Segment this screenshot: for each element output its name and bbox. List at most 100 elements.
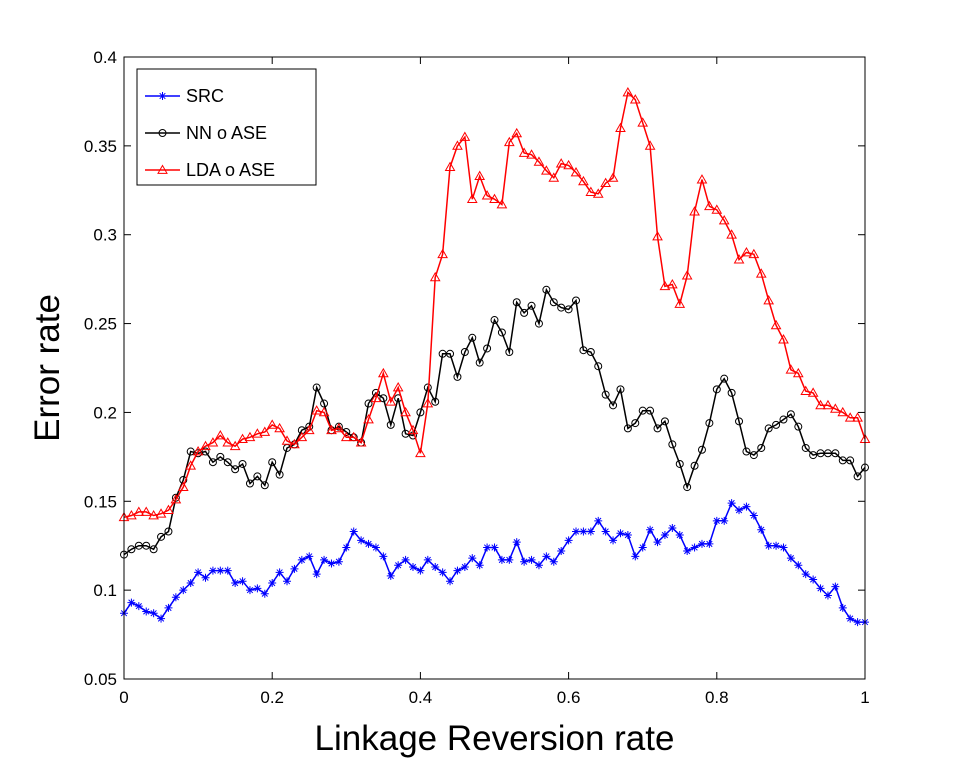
data-point-nn-o-ase: [683, 483, 692, 492]
y-tick-label: 0.2: [93, 403, 117, 422]
data-point-nn-o-ase: [527, 301, 536, 310]
y-tick-label: 0.05: [84, 670, 117, 689]
data-point-lda-o-ase: [785, 364, 797, 374]
data-point-lda-o-ase: [718, 214, 730, 225]
data-point-src: [371, 543, 380, 552]
data-point-src: [794, 561, 803, 570]
data-point-nn-o-ase: [616, 385, 625, 394]
data-point-src: [297, 555, 306, 564]
data-point-src: [423, 555, 432, 564]
data-point-src: [601, 527, 610, 536]
data-point-src: [490, 543, 499, 552]
y-axis-label: Error rate: [28, 294, 67, 442]
data-point-lda-o-ase: [207, 437, 219, 447]
data-point-nn-o-ase: [712, 385, 721, 394]
data-point-src: [194, 568, 203, 577]
data-point-src: [831, 582, 840, 591]
data-point-src: [446, 577, 455, 586]
data-point-src: [157, 614, 166, 623]
data-point-nn-o-ase: [386, 420, 395, 429]
data-point-nn-o-ase: [779, 415, 788, 424]
data-point-nn-o-ase: [794, 422, 803, 431]
data-point-nn-o-ase: [727, 388, 736, 397]
data-point-src: [186, 579, 195, 588]
data-point-lda-o-ase: [281, 435, 293, 445]
data-point-src: [305, 552, 314, 561]
data-point-src: [697, 539, 706, 548]
tick-layer: 0 0.2 0.4 0.6 0.8 1 0.05 0.1 0.15 0.2 0.25 0.3 0.35 0…: [84, 48, 870, 707]
data-point-src: [653, 538, 662, 547]
data-point-src: [690, 543, 699, 552]
data-point-nn-o-ase: [705, 419, 714, 428]
data-point-nn-o-ase: [416, 408, 425, 417]
data-point-nn-o-ase: [564, 305, 573, 314]
data-point-lda-o-ase: [148, 509, 160, 520]
data-point-src: [712, 516, 721, 525]
data-point-nn-o-ase: [231, 465, 240, 474]
data-point-src: [846, 614, 855, 623]
data-point-nn-o-ase: [431, 397, 440, 406]
data-point-src: [149, 609, 158, 618]
data-point-lda-o-ase: [726, 229, 737, 239]
data-point-nn-o-ase: [520, 308, 529, 317]
data-point-lda-o-ase: [518, 147, 530, 157]
data-point-lda-o-ase: [177, 481, 189, 491]
legend-item: SRC: [145, 86, 224, 106]
data-point-nn-o-ase: [720, 374, 729, 383]
data-point-lda-o-ase: [837, 406, 849, 417]
data-point-src: [245, 586, 254, 595]
data-point-lda-o-ase: [140, 506, 152, 516]
data-point-src: [527, 555, 536, 564]
data-point-lda-o-ase: [659, 280, 671, 291]
data-point-nn-o-ase: [594, 362, 603, 371]
data-point-lda-o-ase: [415, 447, 426, 458]
data-point-src: [327, 559, 336, 568]
data-point-src: [801, 570, 810, 579]
data-point-lda-o-ase: [733, 254, 745, 264]
data-point-src: [260, 589, 269, 598]
data-point-src: [623, 531, 632, 540]
legend: SRC NN o ASE LDA o ASE: [136, 68, 317, 186]
data-point-nn-o-ase: [653, 424, 662, 433]
data-point-src: [816, 584, 825, 593]
data-point-src: [853, 618, 862, 627]
data-point-lda-o-ase: [444, 161, 456, 172]
y-tick-label: 0.15: [84, 492, 117, 511]
x-tick-label: 0.8: [705, 688, 729, 707]
data-point-lda-o-ase: [755, 268, 767, 278]
data-point-src: [364, 539, 373, 548]
data-point-src: [216, 566, 225, 575]
data-point-src: [268, 579, 277, 588]
data-point-src: [823, 591, 832, 600]
data-point-src: [253, 584, 262, 593]
data-point-lda-o-ase: [511, 127, 523, 138]
data-point-nn-o-ase: [660, 417, 669, 426]
data-point-lda-o-ase: [829, 403, 841, 413]
y-tick-label: 0.35: [84, 137, 117, 156]
data-point-nn-o-ase: [460, 348, 469, 357]
data-point-nn-o-ase: [512, 298, 521, 307]
data-point-nn-o-ase: [216, 452, 225, 461]
data-point-src: [638, 543, 647, 552]
data-point-nn-o-ase: [275, 470, 284, 479]
data-point-lda-o-ase: [585, 186, 597, 196]
data-point-src: [572, 527, 581, 536]
data-point-lda-o-ase: [185, 460, 197, 470]
data-point-nn-o-ase: [490, 316, 499, 325]
data-point-lda-o-ase: [489, 193, 500, 204]
data-point-src: [594, 516, 603, 525]
data-point-nn-o-ase: [749, 451, 758, 460]
data-point-nn-o-ase: [764, 424, 773, 433]
data-point-lda-o-ase: [266, 419, 278, 429]
data-point-src: [401, 555, 410, 564]
data-point-lda-o-ase: [237, 433, 248, 443]
data-point-src: [727, 499, 736, 508]
data-point-src: [668, 523, 677, 532]
data-point-lda-o-ase: [385, 396, 397, 406]
data-point-lda-o-ase: [452, 140, 463, 150]
data-point-src: [786, 554, 795, 563]
data-point-lda-o-ase: [244, 431, 256, 442]
data-point-nn-o-ase: [735, 417, 744, 426]
data-point-src: [742, 502, 751, 511]
data-point-src: [534, 561, 543, 570]
